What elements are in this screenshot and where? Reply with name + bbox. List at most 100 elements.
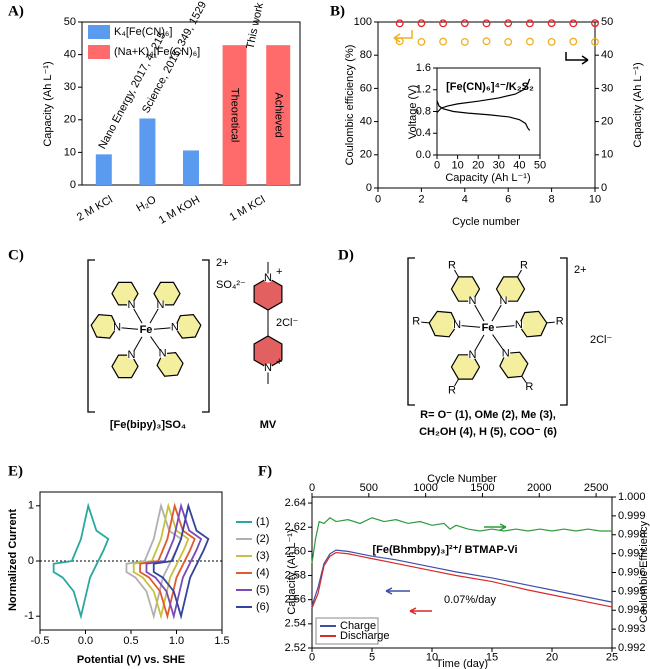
y-tick-label: 2.62 [285,521,306,533]
line-series [311,551,613,609]
bracket [407,257,568,406]
y2-label: Capacity (Ah L⁻¹) [632,62,644,147]
ring [156,351,184,377]
atom-label: R [556,316,564,328]
atom-bg [170,322,180,332]
bar-label: Achieved [272,92,284,137]
atom-bg [501,348,511,358]
axis-arrow [409,607,432,615]
x2-tick-label: 1500 [470,482,494,494]
panel-label: B) [330,3,345,19]
y-tick-label: 40 [64,49,76,61]
atom-label: N [469,349,477,361]
x-tick-label: 1 M KOH [157,194,202,227]
x-label: Cycle number [452,216,520,228]
bar [266,45,291,186]
atom-charge: + [276,266,282,278]
y2-tick-label: 0.993 [618,623,646,635]
atom-label: N [264,272,272,284]
y-tick-label: 1.2 [416,84,431,96]
atom-label: Fe [482,322,495,334]
x-tick-label: 0 [375,194,381,206]
x-tick-label: 0.5 [123,635,138,647]
bond [454,269,459,278]
y-tick-label: 2.54 [285,618,306,630]
y-tick-label: 20 [360,149,372,161]
point [569,19,578,28]
legend-label: Discharge [340,630,390,642]
panel-label: C) [8,247,24,263]
x-label: Potential (V) vs. SHE [77,654,185,666]
bracket [87,259,210,413]
counterion: 2Cl⁻ [590,334,613,346]
atom-label: R [448,260,456,272]
atom-bg [112,322,122,332]
atom-label: N [159,348,167,360]
atom-label: N [453,319,461,331]
legend-label: (1) [256,516,269,528]
y-tick-label: 0 [70,179,76,191]
y-tick-label: 2.56 [285,594,306,606]
ring [111,354,139,379]
point [504,19,513,28]
x-tick-label: 2 [418,194,424,206]
y2-tick-label: 50 [601,16,613,28]
atom-bg [499,296,508,306]
line-series [145,502,203,620]
y2-tick-label: 0.998 [618,529,646,541]
y-tick-label: 0.4 [416,127,431,139]
caption: CH₂OH (4), H (5), COO⁻ (6) [419,426,557,438]
y-label: Coulombic efficiency (%) [344,45,356,166]
bond [517,269,522,278]
atom-label: R [448,384,456,396]
point [417,37,426,46]
x-tick-label: 30 [493,159,505,171]
atom-label: N [128,299,136,311]
point [439,19,448,28]
legend-label: (3) [256,550,269,562]
x-tick-label: 10 [426,652,438,664]
point [547,37,556,46]
bond [421,321,430,324]
legend-label: K₄[Fe(CN)₆] [114,26,172,38]
bar [183,150,199,185]
y-tick-label: 1.6 [416,62,431,74]
y-tick-label: 30 [64,81,76,93]
point [569,37,578,46]
y-tick-label: -1 [24,610,34,622]
x-tick-label: 6 [505,194,511,206]
axis-arrow [385,587,410,595]
x-tick-label: 0.0 [78,635,93,647]
atom-label: Fe [140,324,153,336]
legend-swatch [88,45,110,59]
y-tick-label: 2.52 [285,642,306,654]
y-label: Normalized Current [7,509,19,611]
x2-tick-label: 2000 [527,482,551,494]
atom-label: N [128,349,136,361]
charge: 2+ [216,257,229,269]
bar [139,118,156,185]
y-tick-label: 2.60 [285,545,306,557]
legend-label: (4) [256,567,269,579]
line-series [311,517,612,564]
y2-tick-label: 10 [601,149,613,161]
x2-tick-label: 500 [360,482,378,494]
y-tick-label: 1 [28,500,34,512]
y2-tick-label: 0.999 [618,510,646,522]
y2-label: Coulombic Efficiency [638,521,650,623]
atom-label: N [264,362,272,374]
y2-tick-label: 0 [601,182,607,194]
x-tick-label: 0 [309,652,315,664]
ring [174,313,202,339]
point [591,37,599,46]
title: [Fe(CN)₆]⁴⁻/K₂S₂ [446,81,534,93]
x-tick-label: 20 [546,652,558,664]
line-series [132,502,190,620]
bar-label: Theoretical [229,88,241,142]
point [395,19,404,28]
y-tick-label: 2.64 [285,497,306,509]
y2-tick-label: 0.994 [618,604,646,616]
atom-bg [468,350,477,360]
point [591,19,599,28]
